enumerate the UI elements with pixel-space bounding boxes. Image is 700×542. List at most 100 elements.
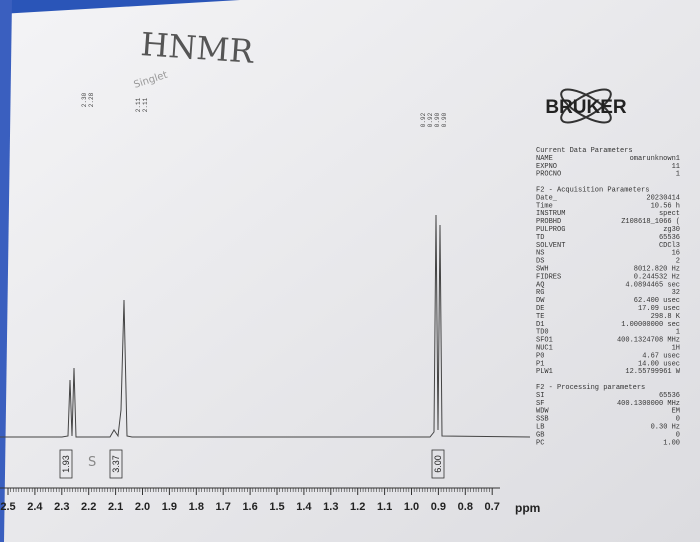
param-value: 4.0894465 sec xyxy=(625,281,680,289)
param-name: EXPNO xyxy=(536,163,557,171)
param-name: SOLVENT xyxy=(536,242,565,250)
param-name: LB xyxy=(536,424,544,432)
axis-tick-label: 1.5 xyxy=(269,501,284,513)
param-name: SI xyxy=(536,392,544,400)
param-section-title: F2 - Acquisition Parameters xyxy=(536,187,649,195)
param-name: DS xyxy=(536,258,544,266)
param-name: INSTRUM xyxy=(536,210,565,218)
axis-tick-label: 1.2 xyxy=(350,501,365,513)
axis-unit: ppm xyxy=(515,501,540,515)
axis-tick-label: 1.8 xyxy=(189,501,204,513)
param-value: 1 xyxy=(676,171,680,179)
axis-tick-label: 0.7 xyxy=(485,501,500,513)
axis-tick-label: 2.1 xyxy=(108,501,123,513)
param-value: zg30 xyxy=(663,226,680,234)
param-name: NUC1 xyxy=(536,345,553,353)
axis-tick-label: 1.7 xyxy=(216,501,231,513)
integral-value: 1.93 xyxy=(61,455,71,473)
logo-ring xyxy=(560,88,612,124)
param-value: 400.1300000 MHz xyxy=(617,400,680,408)
param-value: 14.00 usec xyxy=(638,360,680,368)
peak-label: 0.92 xyxy=(427,112,434,127)
param-value: 298.8 K xyxy=(651,313,681,321)
peak-label: 2.11 xyxy=(142,97,149,112)
param-name: FIDRES xyxy=(536,273,561,281)
param-value: 1 xyxy=(676,329,680,337)
param-name: TD xyxy=(536,234,544,242)
param-value: 16 xyxy=(672,250,680,258)
param-value: EM xyxy=(672,408,680,416)
axis-tick-label: 1.0 xyxy=(404,501,419,513)
param-value: 11 xyxy=(672,163,680,171)
param-name: P1 xyxy=(536,360,544,368)
param-value: 0.30 Hz xyxy=(651,424,680,432)
param-name: TE xyxy=(536,313,544,321)
param-value: 20230414 xyxy=(646,194,680,202)
param-name: DW xyxy=(536,297,545,305)
handwritten-title: HNMR xyxy=(139,25,255,71)
param-name: TD0 xyxy=(536,329,549,337)
logo-text: BRUKER xyxy=(545,97,627,118)
param-name: PROCNO xyxy=(536,171,561,179)
peak-label: 0.92 xyxy=(420,112,427,127)
peak-label: 0.90 xyxy=(441,112,448,127)
param-value: 400.1324708 MHz xyxy=(617,337,680,345)
param-section-title: Current Data Parameters xyxy=(536,147,633,155)
param-value: 2 xyxy=(676,258,680,266)
param-name: PROBHD xyxy=(536,218,561,226)
axis-tick-label: 2.3 xyxy=(54,501,69,513)
axis-tick-label: 2.4 xyxy=(27,501,43,513)
param-value: 0.244532 Hz xyxy=(634,273,680,281)
param-name: D1 xyxy=(536,321,544,329)
peak-label: 2.11 xyxy=(135,97,142,112)
param-value: 8012.820 Hz xyxy=(634,266,680,274)
param-value: 65536 xyxy=(659,392,680,400)
param-name: NAME xyxy=(536,155,553,163)
param-value: 62.400 usec xyxy=(634,297,680,305)
integral-value: 3.37 xyxy=(111,455,121,473)
param-value: 1.00 xyxy=(663,439,680,447)
axis-tick-label: 1.4 xyxy=(296,501,312,513)
param-value: 1H xyxy=(672,345,680,353)
param-name: RG xyxy=(536,289,544,297)
axis-tick-label: 2.5 xyxy=(0,501,15,513)
param-value: 32 xyxy=(672,289,680,297)
spectrum xyxy=(0,214,531,438)
param-name: NS xyxy=(536,250,544,258)
param-name: SFO1 xyxy=(536,337,553,345)
param-name: Time xyxy=(536,202,553,210)
axis-tick-label: 1.9 xyxy=(162,501,177,513)
logo-ring xyxy=(560,88,612,124)
axis-tick-label: 0.8 xyxy=(458,501,473,513)
param-name: P0 xyxy=(536,352,544,360)
param-value: 17.09 usec xyxy=(638,305,680,313)
param-value: Z108618_1066 ( xyxy=(621,218,680,226)
param-name: SSB xyxy=(536,416,549,424)
param-name: DE xyxy=(536,305,544,313)
blue-edge xyxy=(0,0,12,542)
param-value: 10.56 h xyxy=(651,202,680,210)
param-value: 0 xyxy=(676,416,680,424)
handwritten-mark: S xyxy=(88,455,96,470)
param-name: GB xyxy=(536,431,544,439)
axis-tick-label: 1.3 xyxy=(323,501,338,513)
integral-box xyxy=(431,449,445,479)
integral-box xyxy=(59,449,73,479)
integral-box xyxy=(109,449,123,479)
param-section-title: F2 - Processing parameters xyxy=(536,384,645,392)
param-value: omarunknown1 xyxy=(630,155,680,163)
param-value: spect xyxy=(659,210,680,218)
param-name: SF xyxy=(536,400,544,408)
axis-tick-label: 1.1 xyxy=(377,501,392,513)
peak-label: 2.28 xyxy=(88,92,95,107)
param-value: 4.67 usec xyxy=(642,352,680,360)
bruker-logo: BRUKER xyxy=(545,88,627,124)
param-name: PC xyxy=(536,439,544,447)
param-value: 12.55799961 W xyxy=(625,368,680,376)
param-value: 1.00000000 sec xyxy=(621,321,680,329)
param-name: AQ xyxy=(536,281,544,289)
param-value: 0 xyxy=(676,431,680,439)
integral-value: 6.00 xyxy=(433,455,443,473)
param-name: WDW xyxy=(536,408,549,416)
